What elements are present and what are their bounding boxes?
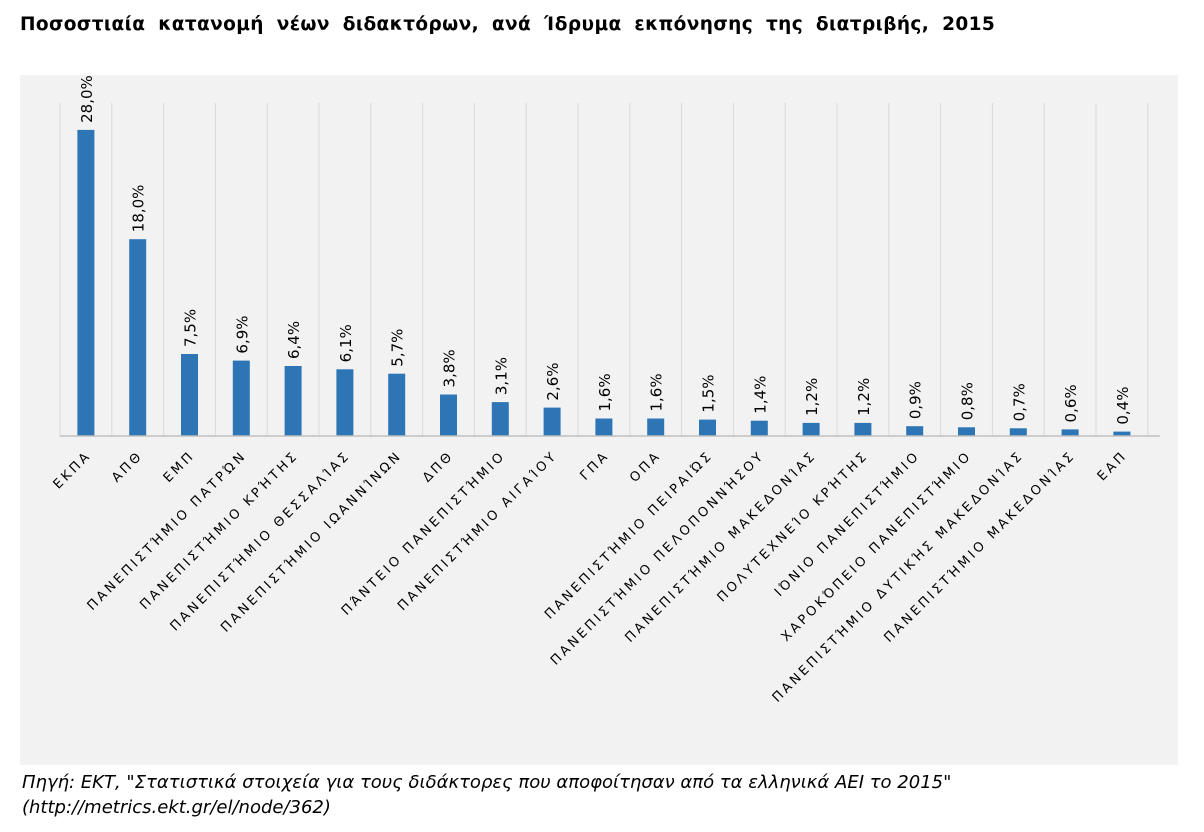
bar [958,427,975,436]
bar [699,419,716,436]
data-label: 0,4% [1114,387,1132,425]
bar [595,418,613,436]
bar [1113,431,1131,436]
data-label: 0,9% [907,381,925,419]
category-tick-label: ΠΑΝΕΠΙΣΤΉΜΙΟ ΜΑΚΕΔΟΝΊΑΣ [881,448,1078,645]
bar [906,426,924,436]
category-tick-label: ΔΠΘ [420,448,457,485]
category-tick-label: ΑΠΘ [109,448,146,485]
data-label: 3,1% [492,357,510,395]
bar [854,422,872,436]
bar [1061,429,1079,436]
category-tick-label: ΠΑΝΕΠΙΣΤΉΜΙΟ ΘΕΣΣΑΛΊΑΣ [168,448,354,634]
bar [181,354,198,436]
chart-area: 28,0% 18,0% 7,5% 6,9% 6,4% 6,1% 5,7% 3,8% 3,1% 2,… [20,75,1178,765]
gridlines [59,103,1149,436]
bar [750,420,768,436]
category-tick-label: ΠΑΝΕΠΙΣΤΉΜΙΟ ΜΑΚΕΔΟΝΊΑΣ [622,448,819,645]
data-label: 6,1% [337,324,355,362]
data-label: 28,0% [78,75,96,123]
bar [388,373,406,436]
bar [336,369,354,436]
bar [543,407,561,436]
bars [77,129,1131,436]
bar [129,239,147,436]
data-label: 6,4% [285,321,303,359]
category-tick-label: ΕΜΠ [161,448,199,486]
data-label: 18,0% [130,185,148,233]
data-label: 2,6% [544,362,562,400]
category-tick-label: ΠΑΝΕΠΙΣΤΉΜΙΟ ΠΕΛΟΠΟΝΝΉΣΟΥ [548,448,768,668]
bar [232,360,250,436]
chart-title: Ποσοστιαία κατανομή νέων διδακτόρων, ανά… [20,14,996,35]
bar [647,418,665,436]
category-tick-label: ΠΑΝΕΠΙΣΤΉΜΙΟ ΔΥΤΙΚΉΣ ΜΑΚΕΔΟΝΊΑΣ [770,448,1027,705]
data-label: 5,7% [389,329,407,367]
data-label: 0,6% [1062,384,1080,422]
data-label: 3,8% [441,349,459,387]
data-label: 1,6% [596,373,614,411]
data-label: 1,2% [803,378,821,416]
bar [440,394,457,436]
data-label: 0,8% [959,382,977,420]
bar [1009,428,1027,436]
data-label: 1,5% [700,374,718,412]
source-note: Πηγή: ΕΚΤ, "Στατιστικά στοιχεία για τους… [22,770,1182,820]
data-label: 1,4% [751,376,769,414]
bar [491,402,509,436]
bar [802,422,820,436]
data-label: 0,7% [1010,383,1028,421]
category-tick-label: ΕΚΠΑ [51,448,95,492]
data-label: 6,9% [233,315,251,353]
data-labels: 28,0% 18,0% 7,5% 6,9% 6,4% 6,1% 5,7% 3,8% 3,1% 2,… [78,75,1132,424]
category-tick-label: ΕΑΠ [1095,448,1131,484]
category-tick-label: ΓΠΑ [577,448,612,483]
bar [284,366,302,436]
source-line-2: (http://metrics.ekt.gr/el/node/362) [22,797,331,818]
category-tick-label: ΠΑΝΕΠΙΣΤΉΜΙΟ ΙΩΑΝΝΊΝΩΝ [218,448,405,635]
bar [77,129,95,436]
data-label: 1,2% [855,378,873,416]
category-tick-label: ΧΑΡΟΚΌΠΕΙΟ ΠΑΝΕΠΙΣΤΉΜΙΟ [779,448,976,645]
data-label: 7,5% [182,309,200,347]
category-tick-label: ΟΠΑ [627,448,664,485]
data-label: 1,6% [648,373,666,411]
bar-chart: 28,0% 18,0% 7,5% 6,9% 6,4% 6,1% 5,7% 3,8% 3,1% 2,… [51,75,1160,706]
source-line-1: Πηγή: ΕΚΤ, "Στατιστικά στοιχεία για τους… [22,772,952,793]
